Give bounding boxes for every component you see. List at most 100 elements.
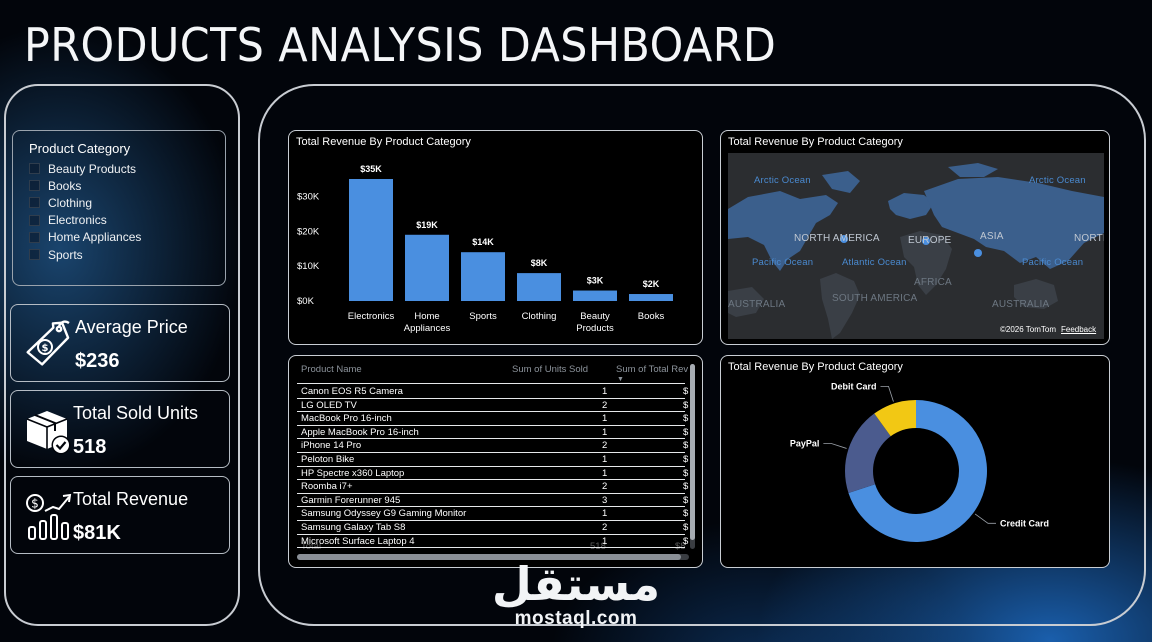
slicer-item-beauty-products[interactable]: Beauty Products [29, 160, 225, 177]
product-name-cell: LG OLED TV [301, 399, 357, 411]
checkbox-icon[interactable] [29, 214, 40, 226]
units-sold-cell: 1 [602, 386, 608, 397]
kpi-value: $81K [73, 522, 121, 544]
table-row[interactable]: LG OLED TV 2 $ [297, 399, 688, 413]
vertical-scrollbar[interactable] [690, 364, 695, 549]
world-map[interactable]: Arctic Ocean Arctic Ocean Pacific Ocean … [728, 153, 1104, 339]
units-sold-cell: 1 [602, 426, 608, 438]
data-label: $19K [416, 220, 438, 230]
card-title: Total Revenue By Product Category [296, 136, 471, 148]
map-label: ASIA [980, 231, 1004, 242]
scrollbar-thumb[interactable] [690, 364, 695, 540]
bar [629, 294, 673, 301]
kpi-average-price: $ Average Price $236 [10, 304, 230, 382]
bar-chart: $0K $10K $20K $30K $35K Electronics $19K Home Ap… [297, 164, 673, 334]
units-sold-cell: 3 [602, 494, 608, 506]
map-label: AUSTRALIA [728, 299, 786, 310]
product-name-cell: MacBook Pro 16-inch [301, 413, 392, 425]
checkbox-icon[interactable] [29, 180, 40, 192]
map-feedback-link[interactable]: Feedback [1061, 325, 1097, 334]
table-row[interactable]: Roomba i7+ 2 $ [297, 480, 689, 494]
bar [349, 179, 393, 301]
slicer-item-electronics[interactable]: Electronics [29, 212, 225, 229]
product-name-cell: Apple MacBook Pro 16-inch [301, 426, 419, 438]
slicer-item-home-appliances[interactable]: Home Appliances [29, 229, 225, 246]
kpi-value: $236 [75, 350, 120, 372]
world-map-shapes [728, 163, 1104, 339]
total-revenue-cell: $ [683, 535, 689, 547]
map-label: Arctic Ocean [1029, 175, 1086, 186]
category-slicer: Product Category Beauty Products Books C… [12, 130, 226, 286]
product-name-cell: Samsung Odyssey G9 Gaming Monitor [301, 508, 467, 520]
column-header-units-sold[interactable]: Sum of Units Sold [512, 364, 589, 375]
map-label: NORTH AMERICA [794, 233, 880, 244]
product-name-cell: iPhone 14 Pro [301, 440, 362, 452]
svg-text:$: $ [31, 497, 39, 511]
checkbox-icon[interactable] [29, 249, 40, 261]
units-sold-cell: 1 [602, 467, 608, 479]
donut-chart: Credit Card PayPal Debit Card [790, 381, 1049, 542]
map-label: Atlantic Ocean [842, 257, 907, 268]
checkbox-icon[interactable] [29, 197, 40, 209]
table-row[interactable]: Garmin Forerunner 945 3 $ [297, 494, 689, 508]
table-row[interactable]: Peloton Bike 1 $ [297, 453, 689, 467]
slicer-item-clothing[interactable]: Clothing [29, 194, 225, 211]
total-revenue-cell: $ [683, 454, 689, 465]
total-revenue-cell: $ [683, 481, 689, 493]
product-name-cell: Roomba i7+ [301, 481, 353, 493]
total-revenue-cell: $ [683, 413, 689, 425]
leader-line [880, 385, 894, 402]
table-row[interactable]: Apple MacBook Pro 16-inch 1 $ [297, 426, 688, 440]
slicer-item-sports[interactable]: Sports [29, 246, 225, 263]
table-row[interactable]: iPhone 14 Pro 2 $ [297, 439, 688, 453]
x-tick-label: Clothing [522, 311, 557, 322]
total-revenue-cell: $ [683, 494, 689, 506]
horizontal-scrollbar[interactable] [297, 554, 689, 560]
map-label: Pacific Ocean [1022, 257, 1084, 268]
slicer-title: Product Category [29, 141, 131, 156]
kpi-total-revenue: $ Total Revenue $81K [10, 476, 230, 554]
map-label: SOUTH AMERICA [832, 293, 918, 304]
checkbox-icon[interactable] [29, 163, 40, 175]
box-check-icon [26, 411, 71, 455]
x-tick-label: Books [638, 311, 665, 322]
map-label: AUSTRALIA [992, 299, 1050, 310]
scrollbar-thumb[interactable] [297, 554, 681, 560]
map-label: Arctic Ocean [754, 175, 811, 186]
y-tick-label: $0K [297, 296, 315, 307]
column-header-total-revenue[interactable]: Sum of Total Rev [616, 364, 688, 375]
sort-desc-icon[interactable]: ▼ [617, 376, 624, 383]
map-card: Total Revenue By Product Category Arctic… [720, 130, 1110, 345]
slicer-item-label: Beauty Products [48, 161, 137, 176]
table-row[interactable]: MacBook Pro 16-inch 1 $ [297, 412, 689, 426]
header-divider [297, 383, 685, 384]
table-row[interactable]: HP Spectre x360 Laptop 1 $ [297, 467, 688, 481]
checkbox-icon[interactable] [29, 231, 40, 243]
y-tick-label: $20K [297, 226, 320, 237]
total-units: 518 [590, 541, 606, 552]
units-sold-cell: 1 [602, 454, 608, 465]
card-title: Total Revenue By Product Category [728, 361, 903, 373]
watermark: مستقل mostaql.com [486, 561, 666, 630]
left-panel [4, 84, 240, 626]
units-sold-cell: 2 [602, 399, 608, 411]
main-panel [258, 84, 1146, 626]
leader-line [823, 443, 847, 449]
data-label: $3K [587, 276, 604, 286]
product-name-cell: Canon EOS R5 Camera [301, 386, 403, 397]
bar [405, 234, 449, 301]
slicer-item-label: Sports [48, 247, 83, 262]
product-name-cell: Garmin Forerunner 945 [301, 494, 401, 506]
total-revenue-cell: $ [683, 522, 689, 533]
slicer-item-books[interactable]: Books [29, 177, 225, 194]
table-row[interactable]: Canon EOS R5 Camera 1 $ [297, 385, 688, 399]
units-sold-cell: 2 [602, 481, 608, 493]
table-row[interactable]: Microsoft Surface Laptop 4 1 $ [297, 535, 689, 549]
table-row[interactable]: Samsung Galaxy Tab S8 2 $ [297, 521, 689, 535]
bar [573, 290, 617, 301]
column-header-product-name[interactable]: Product Name [301, 364, 362, 375]
products-table: Product Name Sum of Units Sold Sum of To… [288, 355, 703, 568]
table-row[interactable]: Samsung Odyssey G9 Gaming Monitor 1 $ [297, 507, 688, 521]
product-name-cell: HP Spectre x360 Laptop [301, 467, 405, 479]
data-label: $8K [531, 258, 548, 268]
